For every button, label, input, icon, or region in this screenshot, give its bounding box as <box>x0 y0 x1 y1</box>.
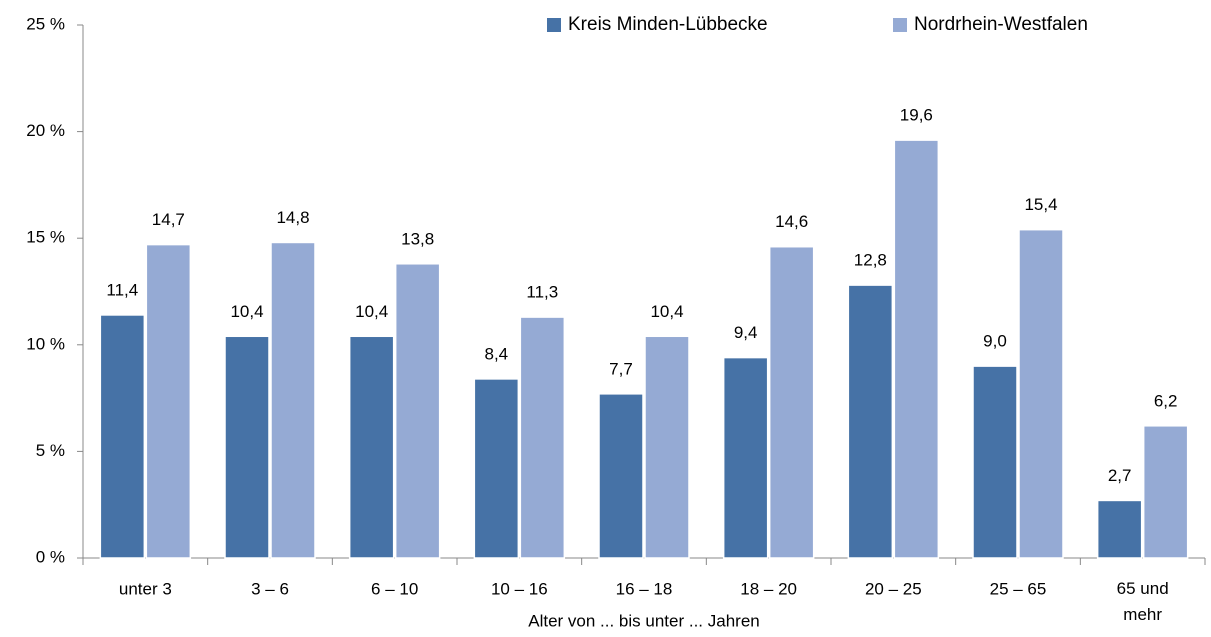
bar <box>519 316 566 559</box>
value-label: 2,7 <box>1108 466 1132 485</box>
legend-label: Kreis Minden-Lübbecke <box>568 14 768 35</box>
value-label: 9,4 <box>734 323 758 342</box>
bar <box>847 284 894 559</box>
bar <box>1142 425 1189 559</box>
y-tick-label: 0 % <box>36 547 65 566</box>
x-tick-label: unter 3 <box>119 579 172 598</box>
bar <box>473 378 520 559</box>
bar <box>1096 499 1143 559</box>
value-label: 11,4 <box>106 280 138 299</box>
y-tick-label: 15 % <box>26 228 65 247</box>
x-tick-label: 3 – 6 <box>251 579 289 598</box>
bar <box>972 365 1018 559</box>
bar <box>598 393 644 559</box>
x-tick-label: 25 – 65 <box>990 579 1047 598</box>
value-label: 8,4 <box>485 344 509 363</box>
legend-label: Nordrhein-Westfalen <box>914 14 1088 35</box>
x-tick-label: 18 – 20 <box>740 579 797 598</box>
bar <box>1018 228 1064 559</box>
bar <box>224 335 270 559</box>
legend-swatch <box>893 18 907 32</box>
bar <box>644 335 690 559</box>
x-tick-label: 6 – 10 <box>371 579 418 598</box>
bar <box>348 335 395 559</box>
y-tick-label: 25 % <box>26 14 65 33</box>
value-label: 10,4 <box>650 302 683 321</box>
value-label: 10,4 <box>230 302 263 321</box>
bar <box>145 243 192 559</box>
y-tick-label: 20 % <box>26 121 65 140</box>
value-label: 15,4 <box>1024 195 1057 214</box>
x-tick-label: 16 – 18 <box>616 579 673 598</box>
value-label: 14,7 <box>152 210 185 229</box>
bar <box>893 139 940 559</box>
legend-swatch <box>547 18 561 32</box>
value-label: 11,3 <box>526 283 558 302</box>
value-label: 7,7 <box>609 359 633 378</box>
bar <box>270 241 316 559</box>
bar <box>768 245 815 559</box>
value-label: 14,8 <box>276 208 309 227</box>
value-label: 12,8 <box>854 251 887 270</box>
bar <box>99 314 146 559</box>
x-tick-label: 20 – 25 <box>865 579 922 598</box>
y-tick-label: 5 % <box>36 441 65 460</box>
value-label: 9,0 <box>983 332 1007 351</box>
bar <box>722 356 769 559</box>
value-label: 14,6 <box>775 212 808 231</box>
value-label: 6,2 <box>1154 391 1178 410</box>
x-tick-label: 10 – 16 <box>491 579 548 598</box>
bar <box>394 263 441 559</box>
x-axis-label: Alter von ... bis unter ... Jahren <box>528 611 760 630</box>
value-label: 19,6 <box>900 106 933 125</box>
value-label: 10,4 <box>355 302 388 321</box>
x-tick-label: 65 und mehr <box>1117 579 1169 624</box>
y-tick-label: 10 % <box>26 334 65 353</box>
value-label: 13,8 <box>401 229 434 248</box>
